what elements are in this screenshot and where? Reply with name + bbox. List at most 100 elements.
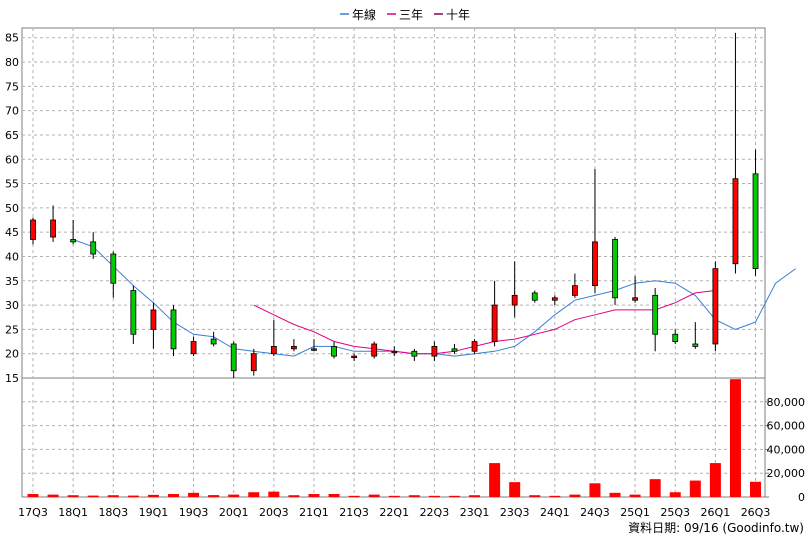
candle-body	[110, 253, 117, 284]
volume-bar	[368, 494, 380, 497]
x-tick-label: 25Q1	[620, 506, 650, 519]
candle-body	[371, 343, 378, 357]
candle-body	[451, 348, 458, 352]
volume-bar	[87, 495, 99, 497]
x-tick-label: 26Q3	[741, 506, 771, 519]
volume-bar	[388, 495, 400, 497]
candle-body	[351, 355, 358, 359]
x-tick-label: 20Q1	[219, 506, 249, 519]
candle-body	[391, 350, 398, 354]
price-tick-label: 65	[5, 129, 19, 142]
volume-bar	[248, 492, 260, 497]
candle-body	[652, 294, 659, 335]
price-tick-label: 55	[5, 178, 19, 191]
volume-bar	[629, 494, 641, 497]
x-tick-label: 22Q3	[420, 506, 450, 519]
x-tick-label: 21Q3	[339, 506, 369, 519]
volume-bar	[569, 494, 581, 497]
price-tick-label: 20	[5, 348, 19, 361]
candle-body	[130, 290, 137, 335]
data-date-source: 資料日期: 09/16 (Goodinfo.tw)	[628, 521, 804, 535]
volume-tick-label: 0	[798, 491, 805, 504]
candle-body	[90, 241, 97, 255]
candle-body	[210, 338, 217, 345]
x-tick-label: 21Q1	[299, 506, 329, 519]
candle-body	[170, 309, 177, 350]
price-tick-label: 25	[5, 323, 19, 336]
price-tick-label: 80	[5, 56, 19, 69]
volume-bar	[67, 495, 79, 497]
volume-tick-label: 20,000	[767, 467, 806, 480]
volume-bar	[669, 492, 681, 497]
price-tick-label: 70	[5, 105, 19, 118]
x-tick-label: 19Q1	[139, 506, 169, 519]
volume-bars	[27, 379, 762, 497]
candle-body	[692, 343, 699, 347]
volume-bar	[107, 495, 119, 497]
price-tick-label: 45	[5, 226, 19, 239]
candle-body	[50, 219, 56, 238]
candlesticks	[30, 32, 759, 378]
volume-bar	[589, 483, 601, 497]
price-tick-label: 50	[5, 202, 19, 215]
price-tick-label: 75	[5, 80, 19, 93]
volume-bar	[27, 494, 39, 497]
volume-bar	[529, 495, 541, 497]
volume-bar	[549, 495, 561, 497]
x-tick-label: 23Q3	[500, 506, 530, 519]
volume-bar	[509, 482, 521, 497]
volume-bar	[469, 495, 481, 497]
price-tick-label: 40	[5, 250, 19, 263]
volume-bar	[348, 495, 360, 497]
x-tick-label: 19Q3	[179, 506, 209, 519]
volume-bar	[649, 479, 661, 497]
x-tick-label: 22Q1	[379, 506, 409, 519]
candle-body	[190, 341, 197, 355]
price-tick-label: 30	[5, 299, 19, 312]
volume-bar	[448, 495, 460, 497]
x-tick-label: 25Q3	[660, 506, 690, 519]
chart-axes: 15 20 25 30 35 40 45 50 55 60 65 70 75 80 85 0 20,000 40,…	[5, 32, 805, 519]
volume-bar	[268, 491, 280, 497]
volume-bar	[709, 463, 721, 497]
volume-tick-label: 60,000	[767, 420, 806, 433]
volume-bar	[489, 463, 501, 497]
x-tick-label: 24Q1	[540, 506, 570, 519]
candle-body	[571, 285, 578, 296]
volume-bar	[408, 495, 420, 497]
volume-tick-label: 40,000	[767, 443, 806, 456]
volume-bar	[208, 495, 220, 497]
volume-bar	[328, 494, 340, 497]
candle-body	[331, 346, 337, 357]
candle-body	[411, 350, 418, 357]
volume-tick-label: 80,000	[767, 396, 806, 409]
volume-bar	[228, 494, 240, 497]
candle-body	[471, 341, 478, 352]
candle-body	[732, 178, 739, 265]
candle-body	[70, 239, 77, 243]
x-tick-label: 17Q3	[18, 506, 48, 519]
legend-label: 年線	[352, 7, 376, 22]
volume-bar	[147, 494, 159, 497]
volume-bar	[167, 494, 179, 497]
volume-bar	[750, 481, 762, 497]
x-tick-label: 26Q1	[701, 506, 731, 519]
x-tick-label: 18Q3	[98, 506, 128, 519]
candle-body	[230, 343, 237, 372]
x-tick-label: 20Q3	[259, 506, 289, 519]
price-tick-label: 35	[5, 275, 19, 288]
candle-body	[491, 304, 498, 342]
price-tick-label: 85	[5, 32, 19, 45]
volume-bar	[308, 494, 320, 497]
candle-body	[150, 309, 157, 330]
candle-body	[672, 333, 679, 342]
price-tick-label: 15	[5, 372, 19, 385]
volume-bar	[428, 495, 440, 497]
x-tick-label: 23Q1	[460, 506, 490, 519]
volume-bar	[729, 379, 741, 497]
volume-bar	[127, 495, 139, 497]
candle-body	[592, 241, 598, 287]
candle-body	[531, 292, 538, 301]
candle-body	[551, 297, 558, 301]
candle-body	[752, 173, 759, 270]
